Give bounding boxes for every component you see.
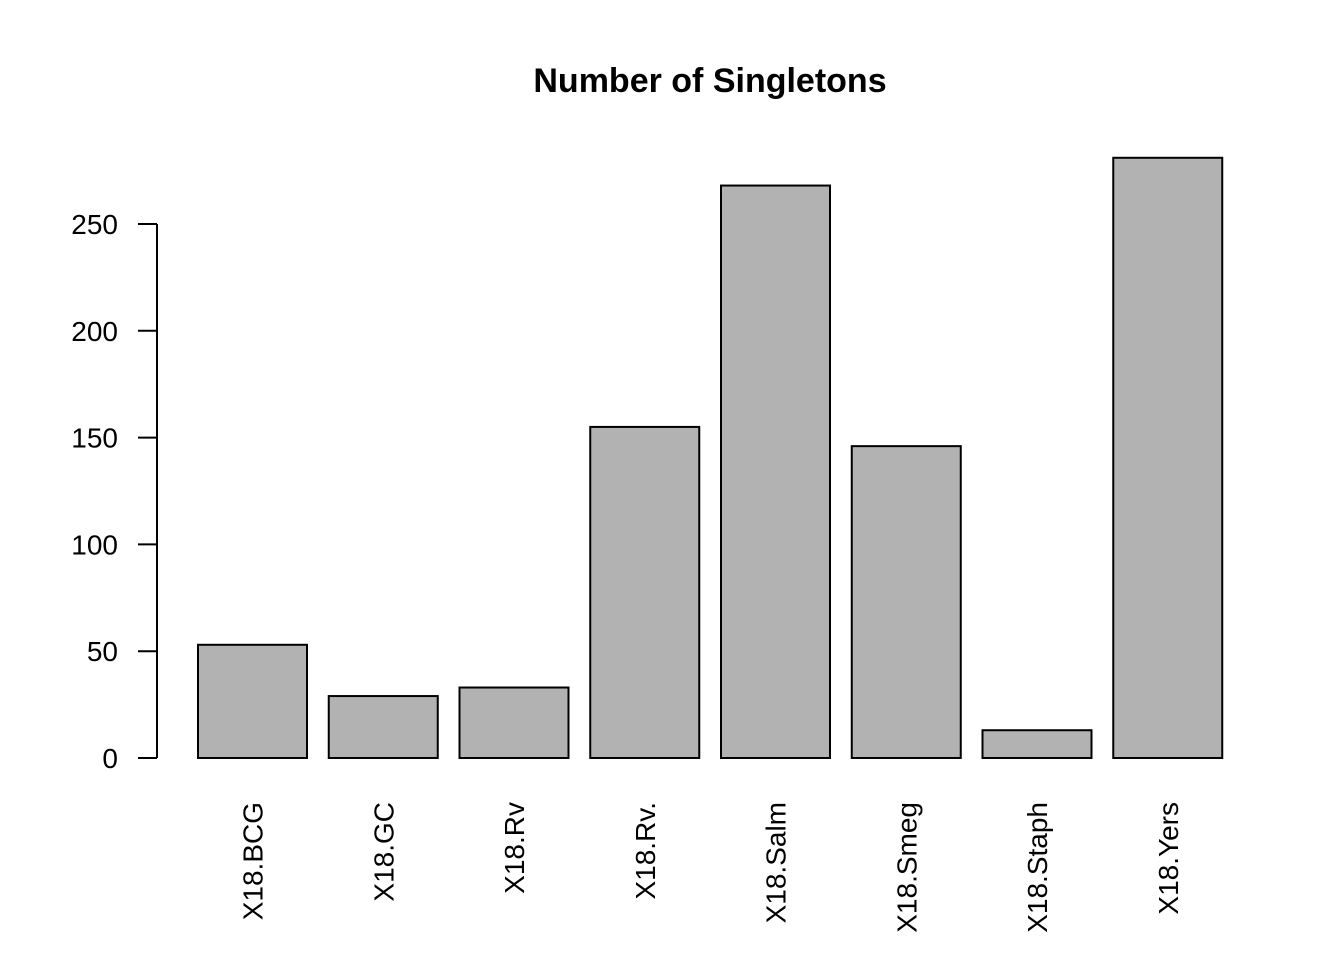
bar bbox=[458, 686, 570, 760]
y-axis: 0 50 100 150 200 250 bbox=[71, 209, 158, 774]
category-label: X18.Yers bbox=[1153, 802, 1184, 915]
bar bbox=[720, 184, 831, 759]
category-label: X18.Rv bbox=[499, 802, 530, 894]
bar bbox=[981, 729, 1093, 759]
chart-title: Number of Singletons bbox=[533, 62, 886, 100]
bar bbox=[1112, 156, 1224, 759]
category-label: X18.Rv. bbox=[630, 802, 661, 900]
category-label: X18.Smeg bbox=[891, 802, 922, 933]
bar bbox=[589, 425, 701, 759]
category-label: X18.Staph bbox=[1022, 802, 1053, 933]
category-labels: X18.BCG X18.GC X18.Rv X18.Rv. X18.Salm X18.Sm… bbox=[238, 802, 1184, 933]
y-tick-label: 50 bbox=[87, 636, 118, 667]
y-tick-label: 0 bbox=[102, 743, 118, 774]
y-tick-label: 250 bbox=[71, 209, 118, 240]
y-tick-label: 150 bbox=[71, 423, 118, 454]
y-tick-label: 200 bbox=[71, 316, 118, 347]
bar bbox=[850, 445, 962, 759]
bar bbox=[197, 643, 308, 759]
bars bbox=[197, 156, 1224, 760]
category-label: X18.BCG bbox=[238, 802, 269, 920]
category-label: X18.GC bbox=[368, 802, 399, 902]
category-label: X18.Salm bbox=[761, 802, 792, 923]
y-tick-label: 100 bbox=[71, 529, 118, 560]
bar bbox=[327, 695, 439, 760]
